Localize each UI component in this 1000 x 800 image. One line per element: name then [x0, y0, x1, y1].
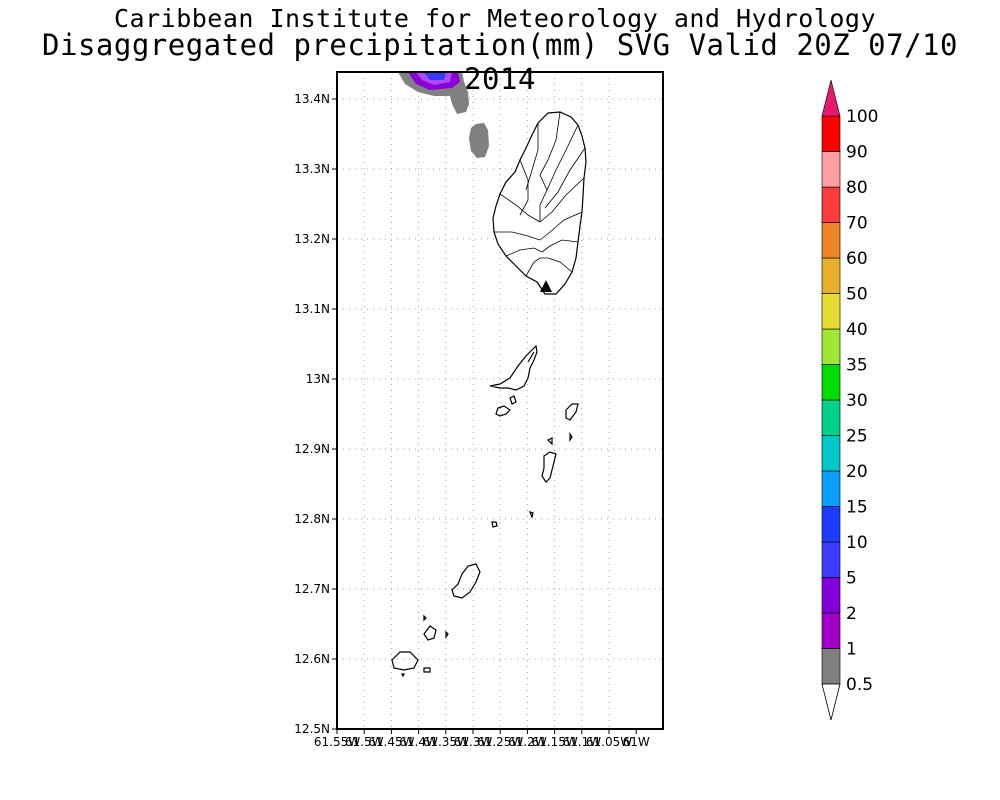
lon-tick-label: 61.15W [531, 735, 577, 749]
colorbar-label: 35 [846, 356, 868, 376]
lon-tick-label: 61.45W [368, 735, 414, 749]
island-small-bequia-cays [495, 395, 517, 417]
lat-tick-label: 13.2N [294, 232, 330, 246]
colorbar-segment [821, 612, 841, 649]
lon-tick-label: 61.55W [314, 735, 360, 749]
lat-tick-label: 13.3N [294, 162, 330, 176]
colorbar-segment [821, 328, 841, 365]
colorbar-segment [821, 541, 841, 578]
colorbar-segment [821, 648, 841, 685]
colorbar-segment [821, 506, 841, 543]
colorbar-label: 15 [846, 498, 868, 518]
lat-tick-label: 12.7N [294, 582, 330, 596]
lon-tick-label: 61.4W [399, 735, 438, 749]
colorbar-label: 2 [846, 604, 857, 624]
grid-lines [337, 72, 663, 729]
lon-tick-label: 61W [623, 735, 650, 749]
colorbar-label: 1 [846, 640, 857, 660]
colorbar-segment [821, 470, 841, 507]
lon-tick-label: 61.25W [477, 735, 523, 749]
island-bequia [489, 344, 538, 391]
island-mustique [565, 403, 579, 442]
colorbar-label: 50 [846, 285, 868, 305]
colorbar-segment [821, 399, 841, 436]
colorbar-bottom-arrow [821, 683, 841, 721]
lat-tick-label: 13.1N [294, 302, 330, 316]
colorbar-label: 60 [846, 249, 868, 269]
lon-tick-label: 61.35W [423, 735, 469, 749]
island-small-cays [491, 511, 534, 528]
precipitation-areas [398, 72, 489, 158]
island-union-island [423, 614, 449, 641]
lon-tick-label: 61.5W [345, 735, 384, 749]
lat-tick-label: 13N [306, 372, 330, 386]
lat-tick-label: 13.4N [294, 92, 330, 106]
lon-tick-label: 61.05W [586, 735, 632, 749]
lat-tick-label: 12.5N [294, 722, 330, 736]
lat-tick-label: 12.8N [294, 512, 330, 526]
colorbar-label: 20 [846, 462, 868, 482]
colorbar-label: 25 [846, 427, 868, 447]
colorbar-label: 90 [846, 143, 868, 163]
lon-tick-label: 61.1W [563, 735, 602, 749]
island-canouan [541, 437, 557, 483]
colorbar-segment [821, 186, 841, 223]
colorbar-segment [821, 222, 841, 259]
colorbar-segment [821, 364, 841, 401]
colorbar-label: 40 [846, 320, 868, 340]
colorbar-label: 0.5 [846, 675, 873, 695]
colorbar-top-arrow [821, 79, 841, 117]
island-palm-island [391, 651, 431, 678]
colorbar-segment [821, 151, 841, 188]
title-line-1: Caribbean Institute for Meteorology and … [113, 4, 876, 33]
precip-gray-blob [469, 123, 489, 158]
colorbar-segment [821, 257, 841, 294]
island-saint-vincent [492, 111, 587, 295]
colorbar-label: 100 [846, 107, 878, 127]
lat-tick-label: 12.9N [294, 442, 330, 456]
longitude-axis: 61.55W61.5W61.45W61.4W61.35W61.3W61.25W6… [314, 729, 650, 749]
lat-tick-label: 12.6N [294, 652, 330, 666]
latitude-axis: 12.5N 12.6N 12.7N 12.8N 12.9N 13N 13.1N 13.2N 13… [294, 92, 337, 736]
colorbar-segment [821, 115, 841, 152]
precip-blue-region [424, 72, 446, 80]
title-line-2: Disaggregated precipitation(mm) SVG Vali… [42, 28, 958, 96]
colorbar-segment [821, 435, 841, 472]
lon-tick-label: 61.3W [454, 735, 493, 749]
colorbar-label: 70 [846, 214, 868, 234]
lon-tick-label: 61.2W [508, 735, 547, 749]
colorbar-label: 5 [846, 569, 857, 589]
colorbar-label: 80 [846, 178, 868, 198]
colorbar-label: 30 [846, 391, 868, 411]
colorbar-segment [821, 577, 841, 614]
island-mayreau [451, 563, 481, 599]
colorbar-segment [821, 293, 841, 330]
colorbar-label: 10 [846, 533, 868, 553]
